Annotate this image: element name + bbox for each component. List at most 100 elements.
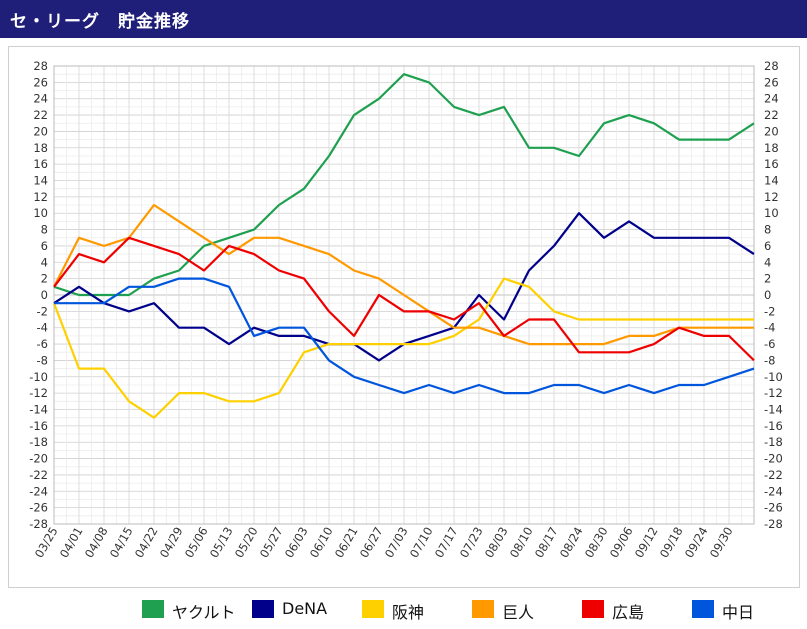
y-tick-label-right: 4 [764,255,771,269]
y-tick-label-right: 18 [764,141,779,155]
x-tick-label: 05/06 [182,525,211,561]
legend-swatch [582,600,604,618]
x-tick-label: 05/20 [232,525,261,561]
x-tick-label: 04/22 [132,525,161,561]
grid-layer [53,65,755,525]
x-tick-label: 06/10 [307,525,336,561]
y-tick-label-left: 24 [33,92,48,106]
y-tick-label-left: 16 [33,157,48,171]
y-tick-label-right: 28 [764,59,779,73]
y-tick-label-right: -10 [764,370,783,384]
y-tick-label-left: -20 [29,452,48,466]
y-tick-label-left: 18 [33,141,48,155]
series-line [52,277,754,419]
y-tick-label-left: 10 [33,206,48,220]
y-tick-label-right: 0 [764,288,771,302]
y-tick-label-right: 20 [764,124,779,138]
y-tick-label-right: -26 [764,501,783,515]
series-line [53,73,755,297]
standings-line-chart: -28-26-24-22-20-18-16-14-12-10-8-6-4-202… [29,59,783,561]
y-tick-label-right: -4 [764,321,775,335]
x-tick-label: 09/30 [707,525,736,561]
y-tick-label-left: -22 [29,468,48,482]
y-tick-label-right: -6 [764,337,775,351]
y-tick-label-left: 4 [41,255,48,269]
x-tick-label: 09/18 [657,525,686,561]
legend-label: 中日 [722,603,755,622]
y-tick-label-left: -2 [37,304,48,318]
chart-header: セ・リーグ 貯金推移 [0,0,807,38]
x-tick-label: 06/21 [332,525,361,561]
x-tick-label: 08/03 [482,525,511,561]
x-tick-label: 07/10 [407,525,436,561]
y-tick-label-left: -16 [29,419,48,433]
y-tick-label-right: 16 [764,157,779,171]
y-tick-label-left: -26 [29,501,48,515]
y-tick-label-right: -8 [764,353,775,367]
x-tick-label: 09/06 [607,525,636,561]
y-tick-label-left: 12 [33,190,48,204]
chart-legend: ヤクルト DeNA 阪神 巨人 広島 中日 [0,598,807,624]
x-tick-label: 08/17 [532,525,561,561]
y-tick-label-right: 12 [764,190,779,204]
x-tick-label: 07/03 [382,525,411,561]
y-axis-left: -28-26-24-22-20-18-16-14-12-10-8-6-4-202… [29,59,48,531]
y-tick-label-left: -4 [37,321,48,335]
y-tick-label-left: 20 [33,124,48,138]
y-tick-label-left: -14 [29,403,48,417]
y-tick-label-right: 8 [764,223,771,237]
y-tick-label-right: 2 [764,272,771,286]
y-tick-label-left: 14 [33,174,48,188]
y-tick-label-right: 14 [764,174,779,188]
x-tick-label: 09/12 [632,525,661,561]
y-tick-label-left: -12 [29,386,48,400]
y-tick-label-left: 2 [41,272,48,286]
x-tick-label: 04/01 [57,525,86,561]
y-tick-label-left: 26 [33,75,48,89]
x-tick-label: 05/13 [207,525,236,561]
x-tick-label: 04/08 [82,525,111,561]
y-tick-label-right: -28 [764,517,783,531]
legend-swatch [692,600,714,618]
plot-border [53,65,755,525]
series-layer [52,73,755,419]
x-tick-label: 06/27 [357,525,386,561]
x-tick-label: 05/27 [257,525,286,561]
legend-label: 阪神 [392,603,425,622]
y-tick-label-left: -10 [29,370,48,384]
y-axis-right: -28-26-24-22-20-18-16-14-12-10-8-6-4-202… [764,59,783,531]
x-tick-label: 09/24 [682,525,711,561]
legend-label: ヤクルト [172,603,236,622]
y-tick-label-left: 28 [33,59,48,73]
y-tick-label-right: -16 [764,419,783,433]
x-tick-label: 04/15 [107,525,136,561]
y-tick-label-right: 24 [764,92,779,106]
y-tick-label-left: 0 [41,288,48,302]
x-tick-label: 08/24 [557,525,586,561]
y-tick-label-right: -2 [764,304,775,318]
y-tick-label-left: 8 [41,223,48,237]
legend-swatch [362,600,384,618]
series-line [53,203,754,346]
legend-label: 広島 [612,603,645,622]
legend-label: DeNA [282,599,328,618]
y-tick-label-left: 22 [33,108,48,122]
legend-swatch [472,600,494,618]
page-title: セ・リーグ 貯金推移 [10,12,190,32]
y-tick-label-right: 6 [764,239,771,253]
x-tick-label: 08/30 [582,525,611,561]
x-tick-label: 07/17 [432,525,461,561]
x-axis: 03/2504/0104/0804/1504/2204/2905/0605/13… [32,525,736,561]
legend-label: 巨人 [502,603,535,622]
y-tick-label-left: 6 [41,239,48,253]
x-tick-label: 07/23 [457,525,486,561]
series-line [53,236,755,362]
y-tick-label-right: 26 [764,75,779,89]
y-tick-label-right: -12 [764,386,783,400]
y-tick-label-right: -20 [764,452,783,466]
x-tick-label: 08/10 [507,525,536,561]
y-tick-label-right: 10 [764,206,779,220]
y-tick-label-right: -14 [764,403,783,417]
y-tick-label-left: -28 [29,517,48,531]
y-tick-label-left: -6 [37,337,48,351]
